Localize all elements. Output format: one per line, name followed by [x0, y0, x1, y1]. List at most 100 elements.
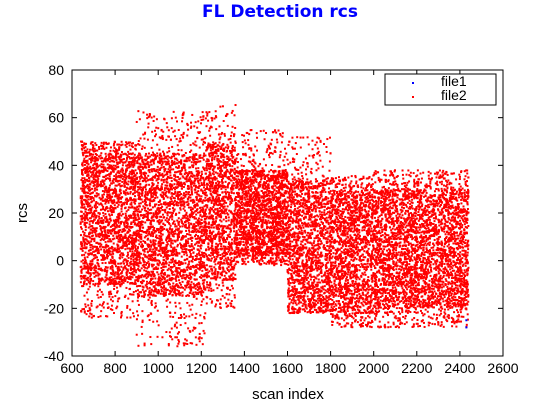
data-point-file2 — [112, 273, 115, 276]
data-point-file2 — [116, 305, 119, 308]
data-point-file2 — [148, 209, 151, 212]
data-point-file2 — [157, 178, 160, 181]
data-point-file2 — [158, 172, 161, 175]
data-point-file2 — [175, 262, 178, 265]
data-point-file2 — [117, 174, 120, 177]
data-point-file2 — [91, 180, 94, 183]
data-point-file2 — [196, 170, 199, 173]
data-point-file2 — [135, 237, 138, 240]
data-point-file2 — [105, 279, 108, 282]
data-point-file2 — [193, 216, 196, 219]
data-point-file2 — [175, 225, 178, 228]
data-point-file2 — [186, 227, 189, 230]
data-point-file2 — [180, 204, 183, 207]
data-point-file2 — [102, 301, 105, 304]
data-point-file2 — [169, 188, 172, 191]
data-point-file2 — [183, 224, 186, 227]
data-point-file2 — [173, 291, 176, 294]
data-point-file2 — [143, 177, 146, 180]
data-point-file2 — [194, 284, 197, 287]
data-point-file2 — [132, 262, 135, 265]
data-point-file2 — [224, 240, 227, 243]
data-point-file2 — [172, 231, 175, 234]
data-point-file2 — [222, 236, 225, 239]
data-point-file2 — [222, 261, 225, 264]
data-point-file2 — [130, 275, 133, 278]
data-point-file2 — [169, 211, 172, 214]
data-point-file2 — [141, 165, 144, 168]
data-point-file2 — [90, 197, 93, 200]
data-point-file2 — [162, 259, 165, 262]
data-point-file2 — [125, 271, 128, 274]
data-point-file2 — [105, 195, 108, 198]
data-point-file2 — [108, 186, 111, 189]
data-point-file2 — [161, 213, 164, 216]
data-point-file2 — [202, 215, 205, 218]
data-point-file2 — [98, 215, 101, 218]
data-point-file2 — [169, 138, 172, 141]
data-point-file2 — [142, 253, 145, 256]
data-point-file2 — [141, 245, 144, 248]
data-point-file2 — [194, 186, 197, 189]
data-point-file2 — [182, 200, 185, 203]
data-point-file2 — [90, 302, 93, 305]
data-point-file2 — [170, 179, 173, 182]
data-point-file2 — [131, 234, 134, 237]
data-point-file2 — [92, 257, 95, 260]
data-point-file2 — [155, 267, 158, 270]
data-point-file2 — [129, 278, 132, 281]
data-point-file2 — [84, 167, 87, 170]
data-point-file2 — [100, 232, 103, 235]
data-point-file2 — [143, 261, 146, 264]
data-point-file2 — [111, 259, 114, 262]
data-point-file2 — [93, 194, 96, 197]
data-point-file2 — [102, 199, 105, 202]
data-point-file2 — [128, 177, 131, 180]
data-point-file2 — [120, 168, 123, 171]
data-point-file2 — [147, 314, 150, 317]
data-point-file2 — [94, 163, 97, 166]
data-point-file2 — [170, 327, 173, 330]
data-point-file2 — [122, 173, 125, 176]
data-point-file2 — [108, 279, 111, 282]
data-point-file2 — [80, 260, 83, 263]
data-point-file2 — [146, 193, 149, 196]
data-point-file2 — [194, 188, 197, 191]
data-point-file2 — [128, 152, 131, 155]
data-point-file2 — [116, 163, 119, 166]
data-point-file2 — [106, 193, 109, 196]
data-point-file2 — [84, 181, 87, 184]
data-point-file2 — [133, 273, 136, 276]
data-point-file2 — [130, 180, 133, 183]
data-point-file2 — [84, 146, 87, 149]
data-point-file2 — [122, 169, 125, 172]
data-point-file2 — [152, 258, 155, 261]
data-point-file2 — [199, 211, 202, 214]
data-point-file2 — [198, 184, 201, 187]
data-point-file2 — [233, 215, 236, 218]
data-point-file2 — [95, 235, 98, 238]
data-point-file2 — [126, 306, 129, 309]
data-point-file2 — [173, 183, 176, 186]
data-point-file2 — [127, 253, 130, 256]
data-point-file2 — [91, 196, 94, 199]
data-point-file2 — [83, 243, 86, 246]
data-point-file2 — [161, 278, 164, 281]
data-point-file2 — [88, 176, 91, 179]
data-point-file2 — [152, 268, 155, 271]
data-point-file2 — [106, 177, 109, 180]
data-point-file2 — [168, 176, 171, 179]
data-point-file2 — [89, 217, 92, 220]
data-point-file2 — [140, 325, 143, 328]
data-point-file2 — [209, 210, 212, 213]
data-point-file2 — [156, 335, 159, 338]
data-point-file2 — [115, 173, 118, 176]
data-point-file2 — [227, 256, 230, 259]
data-point-file2 — [212, 249, 215, 252]
data-point-file2 — [190, 185, 193, 188]
data-point-file2 — [175, 336, 178, 339]
data-point-file2 — [130, 226, 133, 229]
data-point-file2 — [217, 262, 220, 265]
data-point-file2 — [121, 238, 124, 241]
data-point-file2 — [193, 227, 196, 230]
